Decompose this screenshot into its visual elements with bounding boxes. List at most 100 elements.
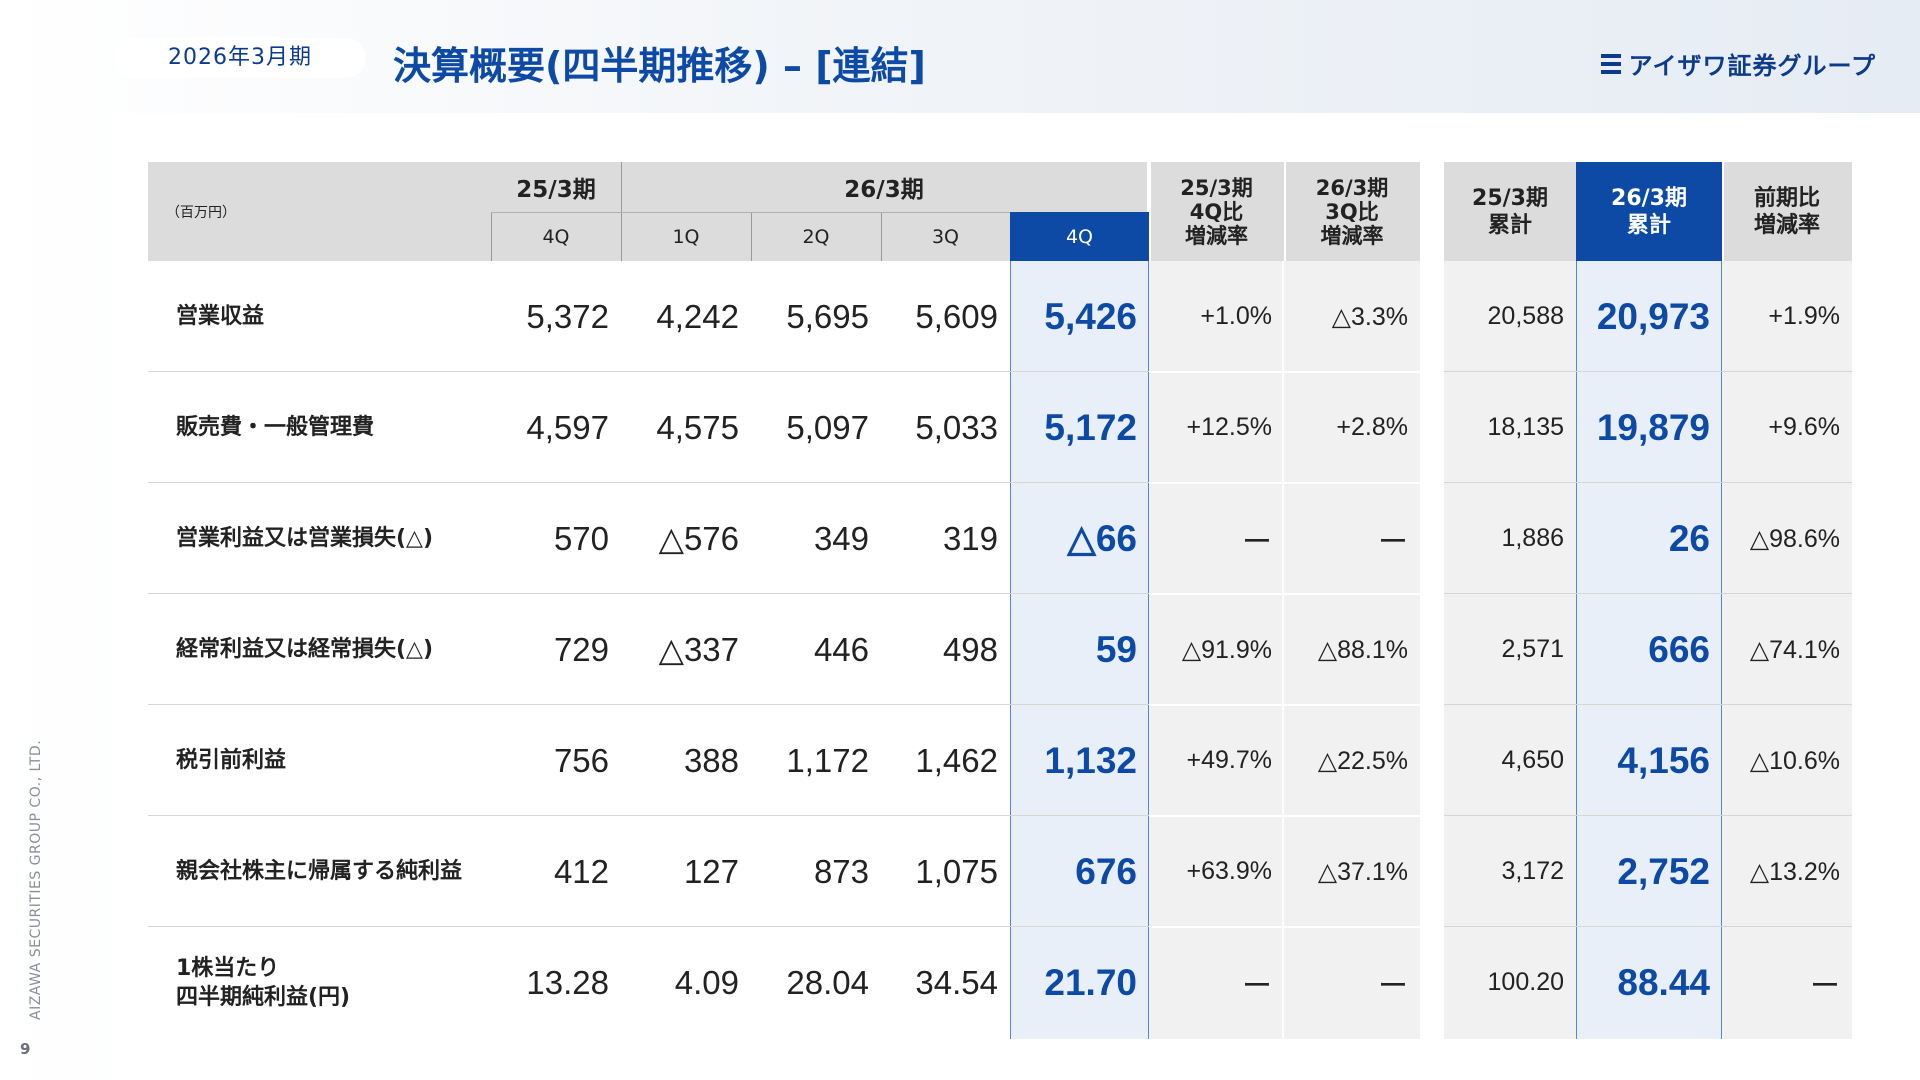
column-qoq-bg [1284,261,1420,1039]
row-label-line1: 営業収益 [176,304,265,329]
cell-q3: 319 [942,519,998,557]
cell-q4: 676 [1075,850,1137,892]
company-name-vertical: AIZAWA SECURITIES GROUP CO., LTD. [28,739,44,1020]
header-cum26-line1: 26/3期 [1611,185,1687,211]
header-yoy: 25/3期 4Q比 増減率 [1149,162,1284,261]
header-3q: 3Q [881,212,1010,261]
header-4q: 4Q [1010,212,1149,261]
cell-yoy: ー [1242,525,1272,559]
column-cum26-highlight [1576,261,1722,1039]
header-yoy-line2: 4Q比 [1189,199,1244,224]
cell-q25-4: 570 [553,519,609,557]
header-qoq-line2: 3Q比 [1325,199,1379,224]
cell-yoy: +49.7% [1186,746,1273,774]
cell-ratio: +9.6% [1768,413,1840,441]
row-label: 販売費・一般管理費 [148,372,491,483]
column-yoy-bg [1149,261,1284,1039]
header-1q: 1Q [621,212,751,261]
cell-yoy: ー [1242,969,1272,1003]
column-cum25-bg [1444,261,1576,1039]
cell-q25-4: 4,597 [526,408,609,446]
row-label: 営業収益 [148,261,491,372]
cell-qoq: ー [1378,525,1408,559]
cell-q25-4: 729 [553,630,609,668]
row-label: 経常利益又は経常損失(△) [148,594,491,705]
row-label-line1: 経常利益又は経常損失(△) [176,637,434,662]
cell-q3: 498 [942,630,998,668]
row-label-line1: 親会社株主に帰属する純利益 [176,859,463,884]
header-ratio-line1: 前期比 [1753,185,1820,211]
cell-q4: 5,172 [1044,406,1137,448]
header-qoq-line1: 26/3期 [1315,175,1389,200]
company-logo: アイザワ証券グループ [1600,46,1876,81]
cell-q2: 873 [813,852,869,890]
cell-q3: 34.54 [915,963,998,1001]
cell-yoy: +12.5% [1186,413,1273,441]
cell-q4: △66 [1067,518,1137,559]
fiscal-period-badge: 2026年3月期 [114,38,366,78]
header-25-4q: 4Q [491,212,621,261]
cell-yoy: +63.9% [1186,857,1273,885]
cell-q3: 5,609 [915,297,998,335]
header-cum26-line2: 累計 [1626,212,1671,238]
header-ratio-line2: 増減率 [1753,212,1820,238]
row-label: 1株当たり四半期純利益(円) [148,927,491,1038]
row-label-line1: 税引前利益 [176,748,287,773]
cell-cum26: 20,973 [1596,295,1710,337]
cell-qoq: △88.1% [1317,635,1408,664]
cell-q1: 127 [683,852,739,890]
column-4q-highlight [1010,261,1149,1039]
cell-cum26: 4,156 [1617,739,1710,781]
logo-bars-icon [1600,52,1621,76]
cell-q2: 5,695 [786,297,869,335]
header-yoy-line1: 25/3期 [1180,175,1253,200]
cell-qoq: △3.3% [1331,302,1408,331]
cell-cum26: 26 [1668,517,1710,559]
cell-cum25: 20,588 [1487,302,1564,330]
cell-ratio: △74.1% [1749,635,1840,664]
header-cum25: 25/3期 累計 [1444,162,1576,261]
cell-q1: △337 [658,631,739,668]
cell-yoy: +1.0% [1200,302,1272,330]
cell-q1: 388 [683,741,739,779]
cell-ratio: △13.2% [1749,857,1840,886]
cell-q3: 5,033 [915,408,998,446]
header-group-26: 26/3期 [621,162,1147,212]
cell-q4: 59 [1095,628,1137,670]
cell-q2: 1,172 [786,741,869,779]
cell-q25-4: 412 [553,852,609,890]
row-label-line1: 1株当たり [176,955,280,981]
cell-q1: △576 [658,520,739,557]
cell-q25-4: 13.28 [526,963,609,1001]
cell-q4: 1,132 [1044,739,1137,781]
column-ratio-bg [1722,261,1852,1039]
row-label: 営業利益又は営業損失(△) [148,483,491,594]
row-label: 親会社株主に帰属する純利益 [148,816,491,927]
cell-q2: 349 [813,519,869,557]
cell-q25-4: 5,372 [526,297,609,335]
cell-q1: 4,242 [656,297,739,335]
cell-q1: 4.09 [674,963,739,1001]
cell-q3: 1,462 [915,741,998,779]
cell-q2: 28.04 [786,963,869,1001]
row-label: 税引前利益 [148,705,491,816]
cell-cum26: 19,879 [1596,406,1710,448]
cell-yoy: △91.9% [1181,635,1272,664]
header-qoq: 26/3期 3Q比 増減率 [1284,162,1420,261]
page-title: 決算概要(四半期推移) – [連結] [393,44,926,88]
header-2q: 2Q [751,212,881,261]
cell-q3: 1,075 [915,852,998,890]
cell-cum26: 666 [1648,628,1710,670]
cell-q4: 5,426 [1044,295,1137,337]
header-cum25-line2: 累計 [1487,212,1532,238]
cell-qoq: △22.5% [1317,746,1408,775]
page-number: 9 [20,1040,31,1058]
cell-ratio: △10.6% [1749,746,1840,775]
cell-ratio: +1.9% [1768,302,1840,330]
row-label-line2: 四半期純利益(円) [176,984,351,1010]
cell-qoq: +2.8% [1336,413,1408,441]
cell-cum25: 18,135 [1487,413,1564,441]
cell-ratio: ー [1810,969,1840,1003]
cell-qoq: △37.1% [1317,857,1408,886]
header-cum25-line1: 25/3期 [1472,185,1548,211]
